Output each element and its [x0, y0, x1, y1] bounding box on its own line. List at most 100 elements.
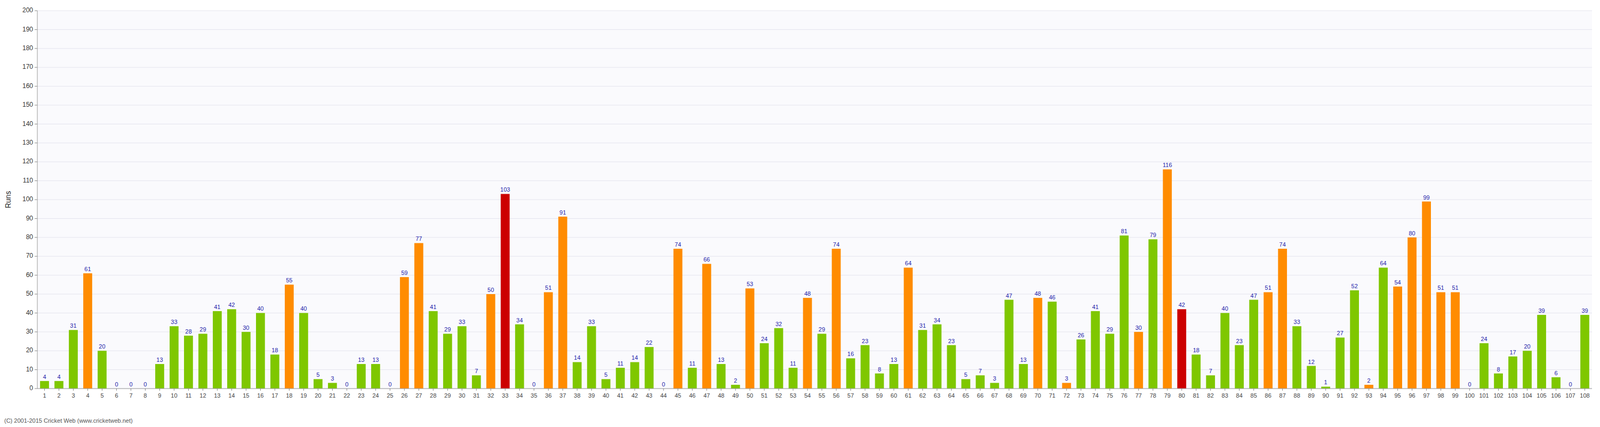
bar [241, 331, 251, 389]
data-label: 54 [1394, 278, 1402, 286]
bar [83, 273, 93, 389]
grid-line [37, 256, 1592, 257]
x-tick-label: 61 [905, 392, 912, 399]
bar [1076, 339, 1086, 389]
x-tick [922, 388, 923, 391]
bar [932, 324, 942, 389]
x-tick [1109, 388, 1110, 391]
x-tick-label: 13 [213, 392, 221, 399]
data-label: 0 [388, 380, 392, 388]
x-tick-label: 95 [1394, 392, 1402, 399]
x-tick-label: 11 [185, 392, 192, 399]
data-label: 52 [1351, 282, 1358, 290]
data-label: 79 [1149, 231, 1157, 238]
data-label: 103 [500, 186, 510, 193]
bar [688, 367, 698, 389]
x-tick [332, 388, 333, 391]
bar [587, 325, 597, 389]
bar [601, 378, 611, 389]
x-tick-label: 69 [1020, 392, 1027, 399]
bar [788, 367, 798, 389]
bar [731, 384, 741, 389]
x-tick-label: 3 [71, 392, 75, 399]
bar [860, 345, 870, 389]
y-tick [34, 218, 38, 219]
data-label: 3 [1065, 374, 1069, 382]
data-label: 47 [1005, 292, 1013, 299]
page: {"chart_data": {"type": "bar", "y_label"… [0, 0, 1600, 427]
grid-line [37, 199, 1592, 200]
bar [212, 310, 222, 389]
x-tick-label: 92 [1351, 392, 1358, 399]
bars [40, 169, 1590, 389]
bar [500, 193, 510, 389]
data-label: 77 [415, 235, 422, 242]
x-tick-label: 56 [833, 392, 840, 399]
x-tick [965, 388, 966, 391]
data-label: 1 [1324, 378, 1328, 386]
x-tick-label: 76 [1121, 392, 1128, 399]
x-tick [793, 388, 794, 391]
bar [817, 333, 827, 389]
x-tick [663, 388, 664, 391]
bar [400, 276, 410, 389]
x-tick-label: 104 [1522, 392, 1532, 399]
x-tick [217, 388, 218, 391]
x-tick [1570, 388, 1571, 391]
x-tick [649, 388, 650, 391]
bar [1436, 291, 1446, 389]
footer: (C) 2001-2015 Cricket Web (www.cricketwe… [4, 417, 133, 424]
y-tick [34, 199, 38, 200]
data-label: 5 [604, 371, 608, 378]
x-tick [907, 388, 909, 391]
y-tick-label: 90 [26, 214, 34, 222]
x-tick [735, 388, 736, 391]
x-tick-label: 42 [631, 392, 638, 399]
x-tick-label: 20 [314, 392, 322, 399]
x-tick-label: 58 [861, 392, 869, 399]
bar [918, 329, 928, 389]
x-tick-label: 82 [1207, 392, 1214, 399]
bar [1234, 345, 1244, 389]
x-tick-label: 97 [1422, 392, 1430, 399]
x-tick [1498, 388, 1499, 391]
x-tick-label: 45 [674, 392, 682, 399]
bar [1479, 342, 1489, 389]
data-label: 0 [661, 380, 666, 388]
x-tick [375, 388, 376, 391]
y-tick-label: 170 [22, 62, 34, 71]
y-tick [34, 236, 38, 238]
x-tick-label: 88 [1293, 392, 1301, 399]
grid-line [37, 48, 1592, 49]
data-label: 74 [1279, 241, 1286, 248]
x-tick-label: 53 [789, 392, 797, 399]
x-tick-label: 107 [1565, 392, 1575, 399]
bar [1191, 354, 1201, 389]
y-tick-label: 100 [22, 195, 34, 203]
bar [990, 382, 1000, 389]
x-tick-label: 27 [415, 392, 422, 399]
bar [155, 363, 165, 389]
bar [227, 308, 237, 389]
chart: 0102030405060708090100110120130140150160… [0, 0, 1600, 427]
x-tick-label: 41 [617, 392, 624, 399]
x-tick [1094, 388, 1096, 391]
y-tick [34, 350, 38, 351]
bar [875, 373, 885, 389]
x-tick [101, 388, 103, 391]
data-label: 24 [761, 335, 768, 342]
data-label: 7 [1209, 367, 1213, 374]
x-tick [73, 388, 74, 391]
x-tick-label: 31 [473, 392, 480, 399]
data-label: 39 [1538, 307, 1545, 314]
bar [515, 324, 525, 389]
bar [544, 291, 554, 389]
grid-line [37, 161, 1592, 163]
x-tick [1238, 388, 1240, 391]
bar [1205, 374, 1215, 389]
bar [1335, 337, 1345, 389]
x-tick [303, 388, 304, 391]
bar [1177, 308, 1187, 389]
x-tick-label: 33 [501, 392, 509, 399]
x-tick [620, 388, 621, 391]
